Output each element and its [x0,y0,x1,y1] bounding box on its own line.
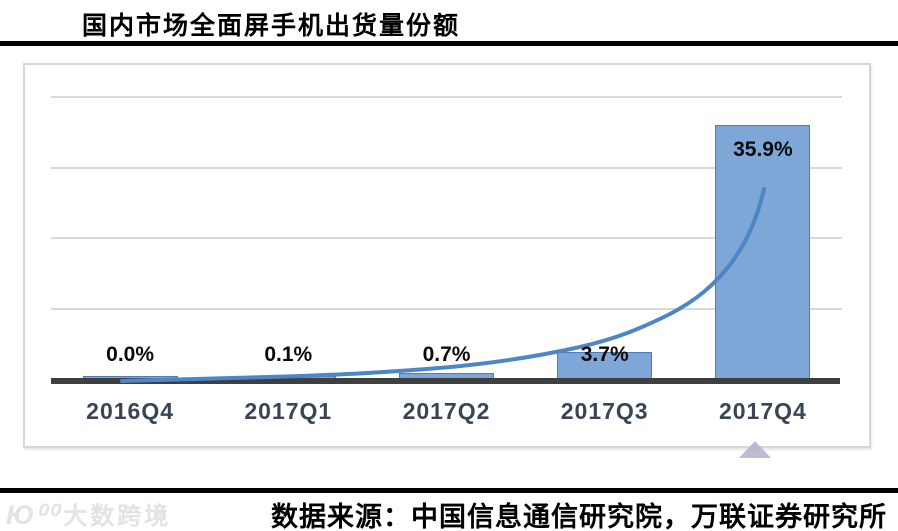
data-label: 0.7% [422,343,471,366]
x-tick-label: 2017Q3 [560,398,649,424]
data-label: 0.1% [264,343,313,366]
bar-2017q4 [715,124,811,378]
bar-2017q2 [399,373,494,378]
bar-2017q1 [240,376,336,378]
data-label: 35.9% [733,137,793,161]
data-source-note: 数据来源：中国信息通信研究院，万联证券研究所 [271,502,887,531]
footer-rule [0,488,898,493]
triangle-up-icon [739,441,771,458]
header-rule [0,41,898,46]
x-tick-label: 2016Q4 [86,398,175,424]
page-title: 国内市场全面屏手机出货量份额 [82,13,461,40]
watermark-brand-text: 大数跨境 [63,503,172,530]
watermark-logo-icon: Ю⁰⁰ [6,500,59,530]
x-axis-line [51,378,840,384]
data-label: 0.0% [106,343,155,366]
x-tick-label: 2017Q4 [718,398,807,424]
chart-area: 0.0% 0.1% 0.7% 3.7% 35.9% 2016Q4 2017Q1 … [23,63,871,448]
data-label: 3.7% [580,343,629,366]
x-tick-label: 2017Q2 [402,398,491,424]
gridline-30pct [51,167,842,169]
watermark-logo: Ю⁰⁰ 大数跨境 [6,496,171,531]
x-tick-label: 2017Q1 [244,398,333,424]
gridline-40pct [51,96,842,98]
bar-2016q4 [82,376,178,378]
